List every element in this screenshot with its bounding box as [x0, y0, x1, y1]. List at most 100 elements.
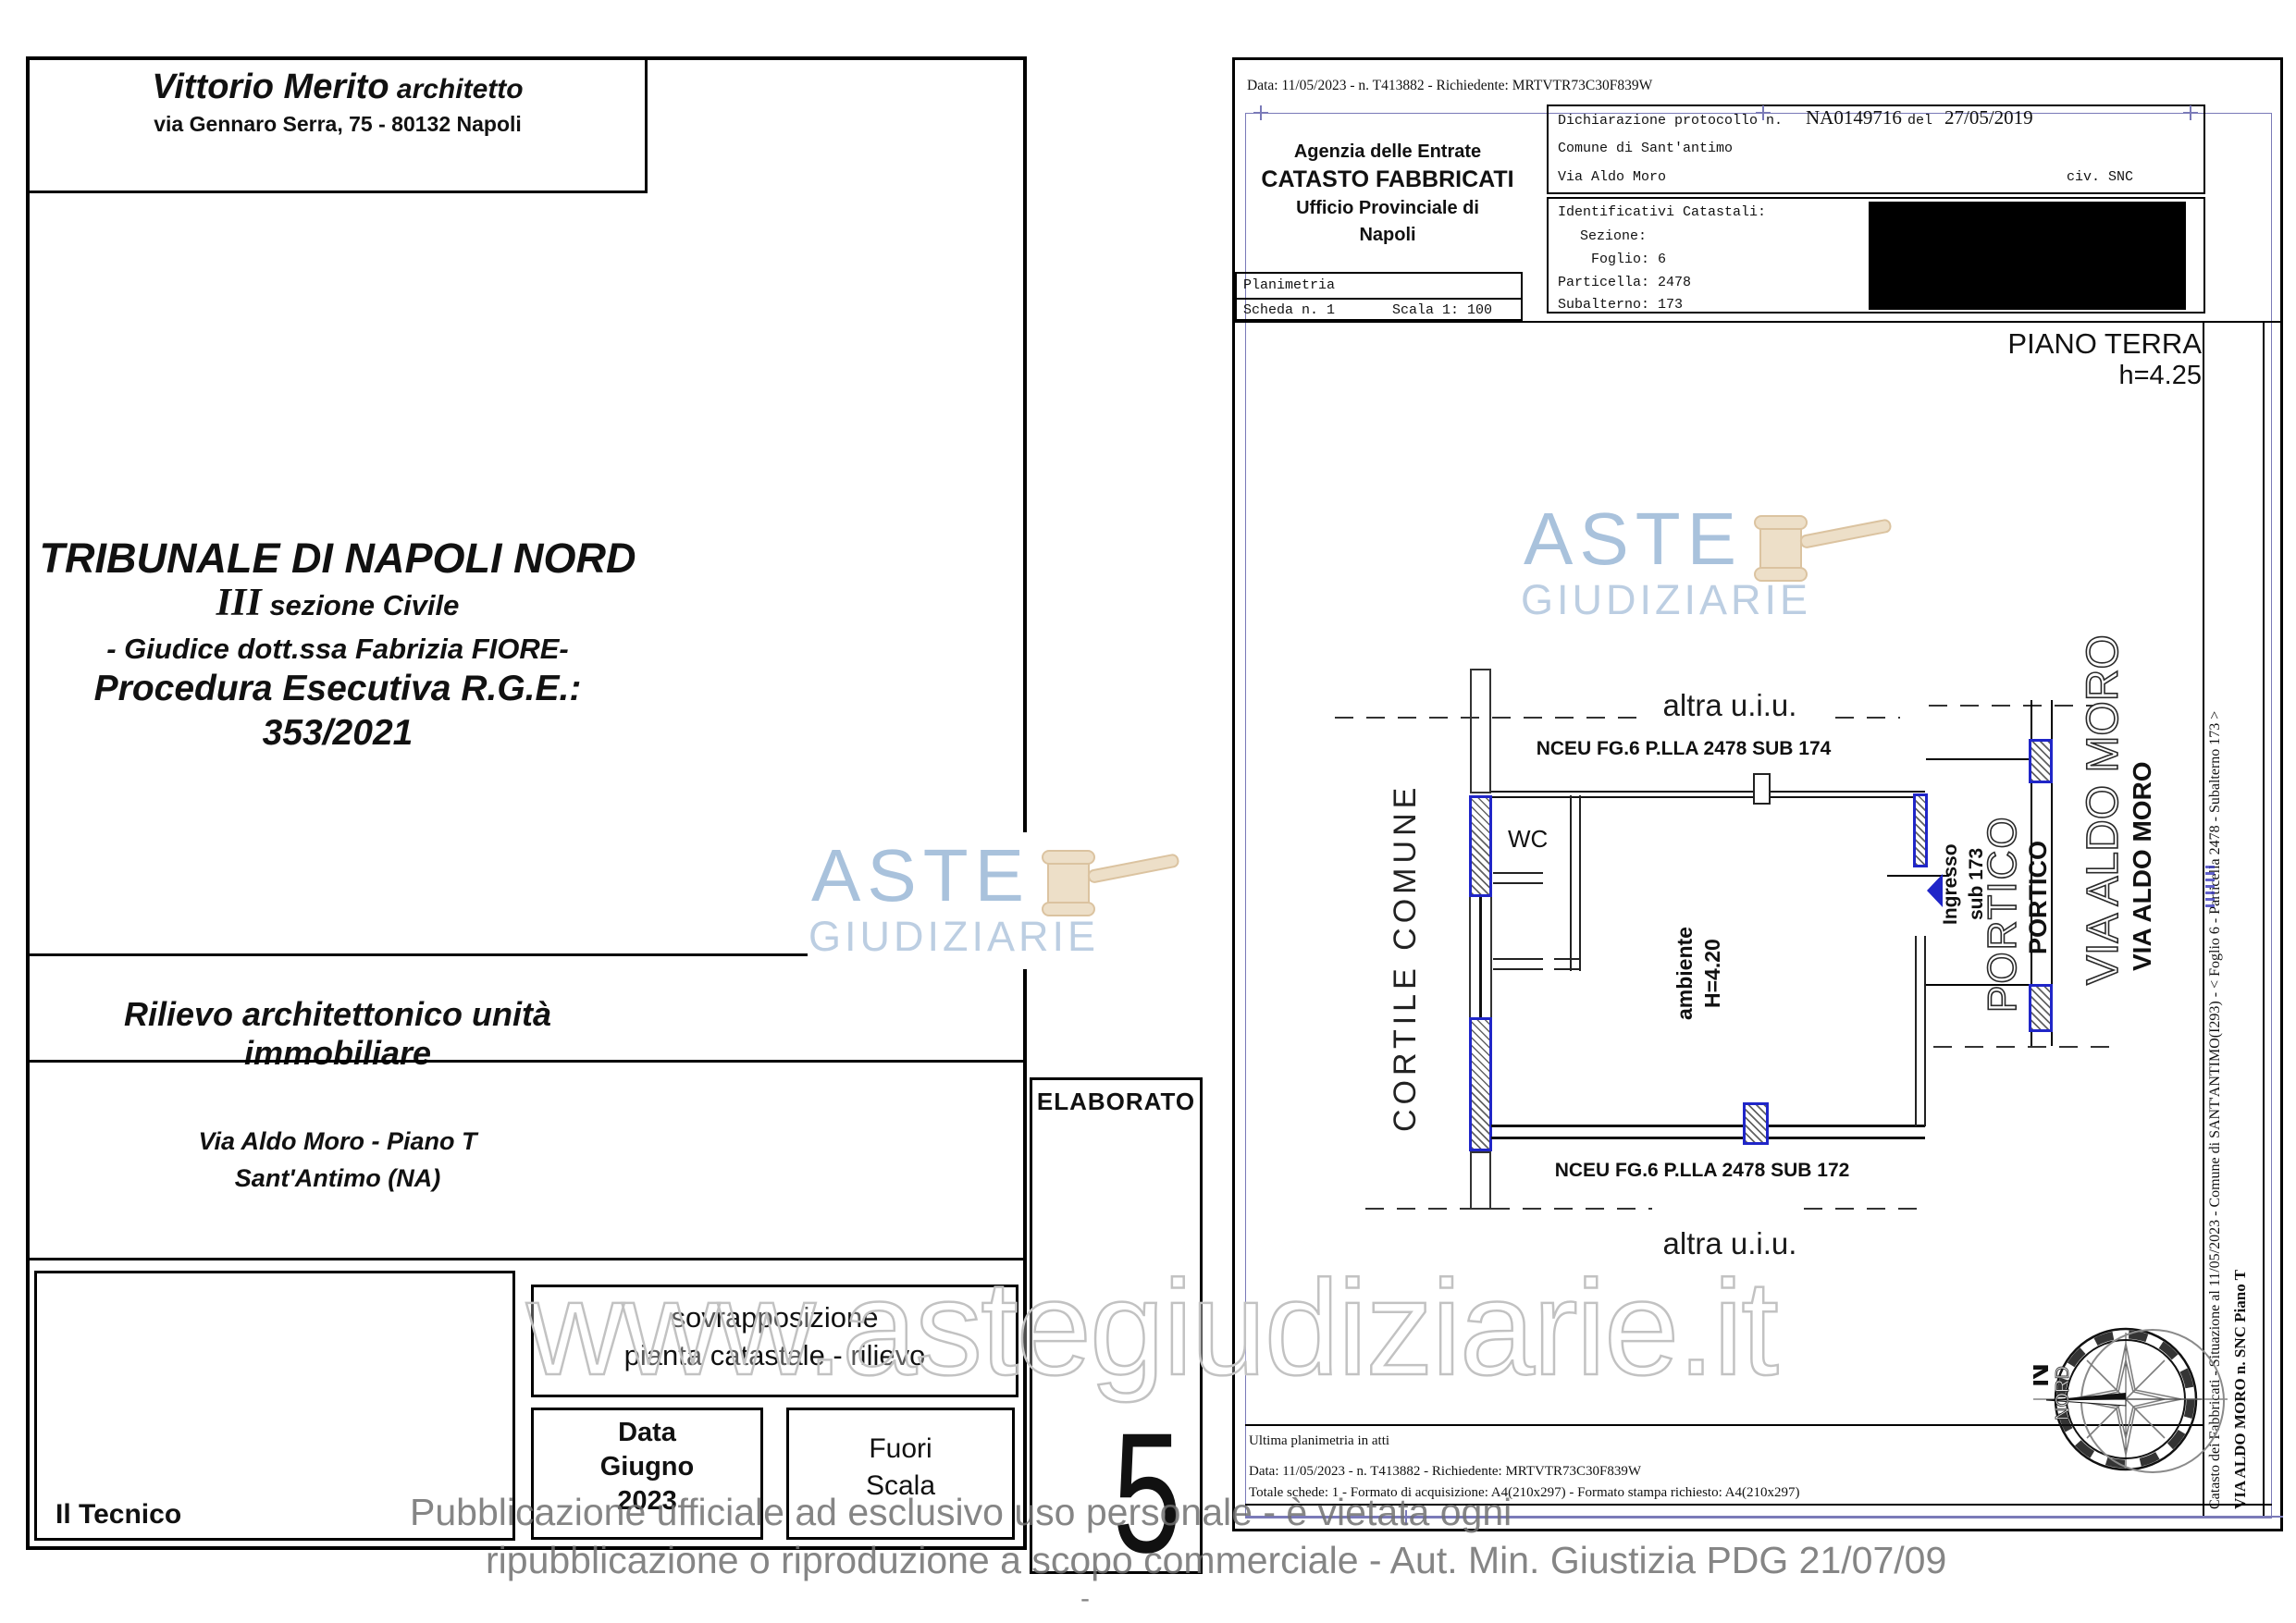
- floor-height: h=4.25: [2118, 361, 2202, 390]
- altra-uiu-bottom: altra u.i.u.: [1662, 1226, 1797, 1260]
- agency-header: Agenzia delle Entrate CATASTO FABBRICATI…: [1249, 139, 1526, 248]
- wall-bottom: [1491, 1125, 1925, 1139]
- redaction-block: [1869, 202, 2186, 310]
- agency-line3: Ufficio Provinciale di: [1296, 198, 1479, 218]
- digital-stamp-mark: [2205, 865, 2215, 907]
- compass-rose: N NORD: [2033, 1327, 2228, 1473]
- identifiers-subalterno: Subalterno: 173: [1558, 297, 1684, 313]
- compass-nord-label: NORD: [2053, 1366, 2073, 1420]
- wall-left-hatch-lower: [1469, 1017, 1492, 1151]
- identifiers-box: Identificativi Catastali: Sezione: Fogli…: [1547, 197, 2205, 314]
- scale-box: Fuori Scala: [786, 1408, 1015, 1540]
- date-box: Data Giugno 2023: [531, 1408, 763, 1540]
- wall-right-hatch-upper: [1913, 793, 1928, 867]
- location-line2: Sant'Antimo (NA): [234, 1164, 441, 1192]
- title-block-panel: [26, 56, 1027, 1550]
- scale-line1: Fuori: [869, 1433, 932, 1464]
- tribunal-section: sezione Civile: [261, 589, 460, 621]
- floor-label-block: PIANO TERRA h=4.25: [1896, 327, 2202, 391]
- drawing-type-box: sovrapposizione pianta catastale - rilie…: [531, 1285, 1018, 1397]
- identifiers-particella: Particella: 2478: [1558, 275, 1692, 290]
- registration-tick: [1399, 1510, 1413, 1525]
- portico-pillar-lower: [2029, 984, 2053, 1032]
- wall-top: [1491, 791, 1925, 798]
- registration-tick: [1756, 105, 1771, 120]
- architect-title: architetto: [389, 74, 524, 105]
- declaration-box: Dichiarazione protocollo n. NA0149716 de…: [1547, 105, 2205, 194]
- declaration-prefix: Dichiarazione protocollo n.: [1558, 113, 1784, 129]
- window-left: [1469, 897, 1492, 1017]
- watermark-disclaimer-line1: Pubblicazione ufficiale ad esclusivo uso…: [410, 1491, 1512, 1533]
- wall-left-hatch-upper: [1469, 795, 1492, 897]
- tribunal-title: TRIBUNALE DI NAPOLI NORD: [39, 535, 636, 582]
- altra-uiu-top: altra u.i.u.: [1637, 688, 1822, 723]
- architect-address: via Gennaro Serra, 75 - 80132 Napoli: [154, 112, 522, 136]
- date-month: Giugno: [599, 1452, 695, 1482]
- tribunal-block: TRIBUNALE DI NAPOLI NORD III sezione Civ…: [37, 535, 638, 756]
- logo-aste-text: ASTE: [1524, 498, 1743, 580]
- nceu-label-top: NCEU FG.6 P.LLA 2478 SUB 174: [1536, 738, 1832, 759]
- sheet-bottom-thin-line: [1245, 1504, 2272, 1506]
- wc-partition-foot: [1554, 958, 1581, 970]
- compass-n-label: N: [2033, 1363, 2055, 1387]
- logo-aste-text: ASTE: [811, 834, 1031, 916]
- dashed-boundary-bottom-left: [1365, 1208, 1652, 1210]
- portico-pillar-upper: [2029, 739, 2053, 783]
- margin-outer-line: [2263, 323, 2265, 1518]
- plan-area-top-line: [1235, 321, 2280, 323]
- tecnico-box: Il Tecnico: [34, 1271, 515, 1541]
- dashed-boundary-top-right: [1804, 717, 1900, 719]
- tribunal-judge: - Giudice dott.ssa Fabrizia FIORE-: [106, 633, 569, 665]
- floor-label: PIANO TERRA: [2007, 327, 2202, 360]
- wall-left-lower-outline: [1470, 1151, 1491, 1210]
- room-label-height: H=4.20: [1700, 939, 1724, 1009]
- header-divider: [30, 191, 646, 193]
- drawing-type-line1: sovrapposizione: [671, 1301, 879, 1334]
- nceu-label-bottom: NCEU FG.6 P.LLA 2478 SUB 172: [1554, 1160, 1850, 1181]
- date-label: Data: [618, 1418, 676, 1447]
- street-label-survey: VIA ALDO MORO: [2128, 761, 2156, 971]
- wc-wall-stub-lower: [1493, 958, 1543, 970]
- planimetria-scala: Scala 1: 100: [1392, 302, 1493, 318]
- declaration-date: 27/05/2019: [1944, 106, 2033, 129]
- portico-label-cadastral: PORTICO: [1979, 815, 2026, 1014]
- identifiers-sezione: Sezione:: [1580, 228, 1648, 244]
- elaborato-label: ELABORATO: [1036, 1088, 1196, 1115]
- elaborato-number: 5: [1112, 1398, 1182, 1589]
- plan-area-bottom-line: [1245, 1424, 2203, 1426]
- portico-floor-line-upper: [1926, 758, 2031, 760]
- declaration-street: Via Aldo Moro: [1558, 169, 1667, 185]
- agency-line2: CATASTO FABBRICATI: [1261, 166, 1514, 192]
- tecnico-label: Il Tecnico: [56, 1499, 182, 1530]
- registration-tick: [1253, 105, 1268, 120]
- aste-giudiziarie-logo-right: ASTE GIUDIZIARIE: [1520, 496, 1901, 634]
- entry-arrow-icon: [1927, 874, 1943, 907]
- gavel-icon: [1754, 515, 1892, 582]
- street-label-cadastral: VIA ALDO MORO: [2078, 633, 2129, 985]
- architect-name-line: Vittorio Merito architetto: [37, 67, 638, 110]
- cortile-comune-label: CORTILE COMUNE: [1388, 782, 1423, 1132]
- elaborato-column: ELABORATO: [1030, 1077, 1203, 1574]
- watermark-disclaimer-line2: ripubblicazione o riproduzione a scopo c…: [486, 1539, 1947, 1581]
- bottom-section-divider: [30, 1258, 1023, 1260]
- planimetria-label: Planimetria: [1243, 277, 1336, 293]
- door-threshold-bottom: [1743, 1102, 1769, 1145]
- declaration-number: NA0149716: [1806, 106, 1902, 129]
- property-location: Via Aldo Moro - Piano T Sant'Antimo (NA): [37, 1123, 638, 1197]
- registration-tick: [2183, 105, 2198, 120]
- sheet-top-meta: Data: 11/05/2023 - n. T413882 - Richiede…: [1247, 78, 1653, 93]
- portico-edge-inner: [2031, 700, 2032, 1046]
- date-year: 2023: [617, 1486, 677, 1516]
- identifiers-foglio: Foglio: 6: [1591, 252, 1667, 267]
- sheet-footer-line2: Data: 11/05/2023 - n. T413882 - Richiede…: [1249, 1464, 1642, 1479]
- agency-line1: Agenzia delle Entrate: [1293, 141, 1482, 162]
- planimetria-divider: [1237, 298, 1521, 300]
- portico-floor-line-lower: [1926, 984, 2031, 986]
- declaration-del: del: [1907, 113, 1933, 129]
- ingresso-label-line1: Ingresso: [1940, 843, 1961, 925]
- planimetria-scheda: Scheda n. 1: [1243, 302, 1336, 318]
- wall-right-lower: [1915, 936, 1926, 1126]
- logo-giudiziarie-text: GIUDIZIARIE: [1521, 576, 1812, 623]
- door-threshold-top: [1753, 773, 1771, 805]
